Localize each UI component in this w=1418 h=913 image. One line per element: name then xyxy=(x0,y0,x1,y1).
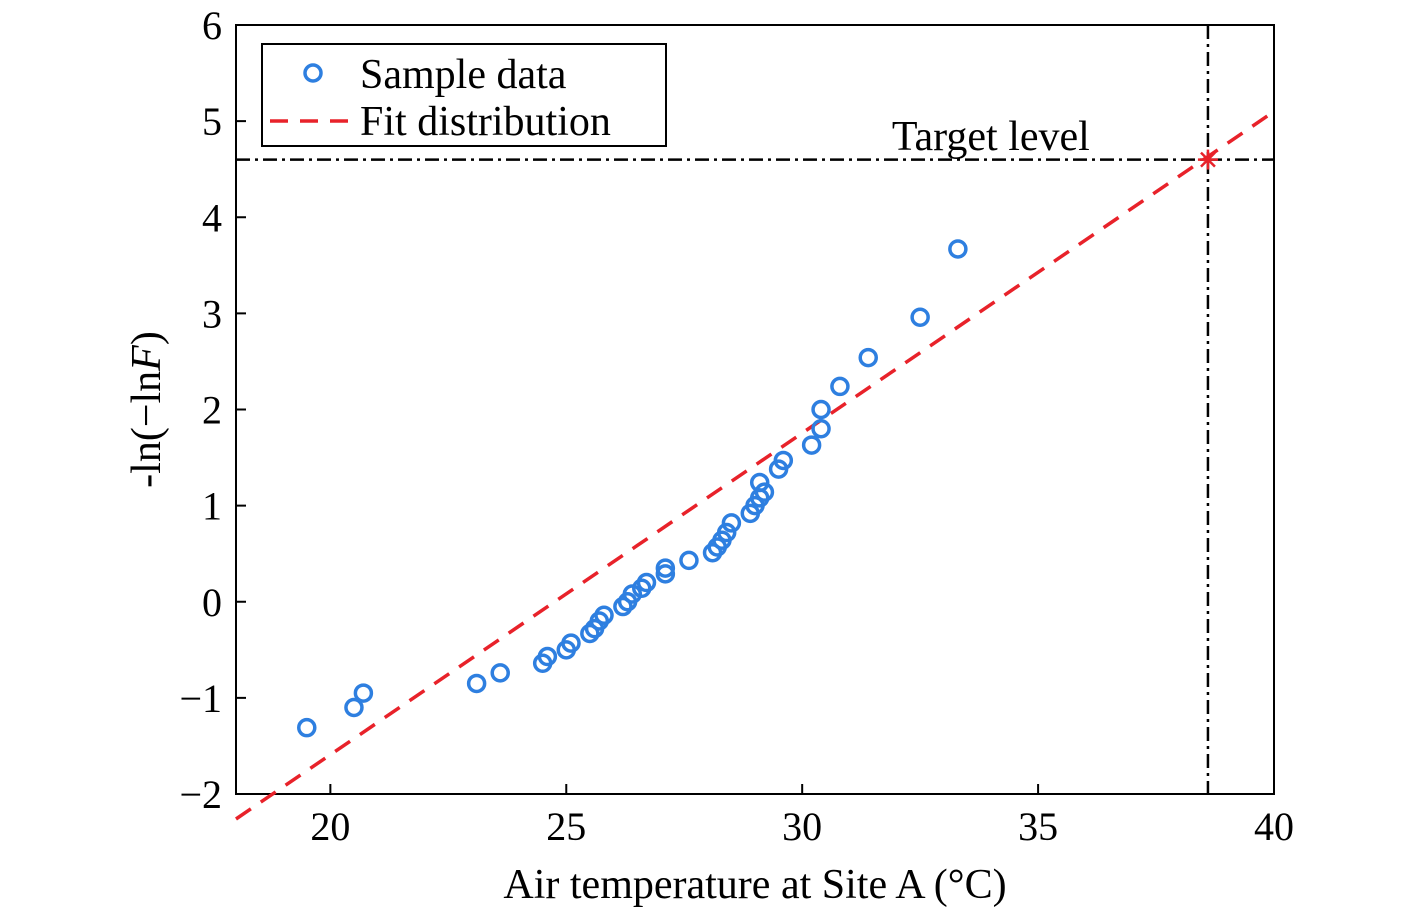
x-tick-label: 20 xyxy=(310,804,350,849)
sample-data-point xyxy=(830,376,850,397)
sample-data-point xyxy=(773,450,794,471)
legend-sample-label: Sample data xyxy=(360,52,567,98)
sample-data-point xyxy=(858,347,878,368)
y-tick-label: −1 xyxy=(179,676,222,721)
sample-data-point xyxy=(721,513,742,533)
y-tick-label: 6 xyxy=(202,3,222,48)
sample-data-point xyxy=(655,564,676,584)
sample-data-point xyxy=(344,697,364,718)
sample-data-point xyxy=(910,307,930,327)
y-axis-label-suffix: ) xyxy=(124,331,170,345)
sample-data-point xyxy=(353,683,374,703)
y-axis-label: -ln(−lnF) xyxy=(124,331,170,488)
x-tick-label: 40 xyxy=(1254,804,1294,849)
sample-data-point xyxy=(613,596,633,617)
sample-data-point xyxy=(811,418,831,439)
y-tick-label: 0 xyxy=(202,580,222,625)
sample-data-point xyxy=(297,717,317,738)
target-marker-stroke xyxy=(1200,151,1216,168)
x-tick-label: 30 xyxy=(782,804,822,849)
sample-data-point xyxy=(655,558,676,578)
target-point-marker xyxy=(1197,149,1218,170)
target-level-annotation: Target level xyxy=(892,114,1090,160)
legend-sample-marker xyxy=(303,63,323,83)
sample-data-point xyxy=(749,472,770,493)
sample-data-point xyxy=(716,522,737,543)
fit-distribution-line xyxy=(235,110,1275,821)
sample-data-point xyxy=(948,239,968,259)
x-axis-label: Air temperature at Site A (°C) xyxy=(503,862,1006,908)
y-tick-label: 1 xyxy=(202,484,222,529)
y-tick-label: 3 xyxy=(202,291,222,336)
y-tick-label: 2 xyxy=(202,388,222,433)
sample-data-point xyxy=(466,673,487,694)
sample-data-point xyxy=(594,605,614,625)
sample-data-point xyxy=(580,623,600,644)
y-tick-label: 5 xyxy=(202,99,222,144)
x-tick-label: 35 xyxy=(1018,804,1058,849)
legend-fit-label: Fit distribution xyxy=(360,99,611,145)
y-tick-label: −2 xyxy=(179,772,222,817)
sample-data-point xyxy=(754,482,775,502)
y-tick-label: 4 xyxy=(202,195,222,240)
y-axis-label-var: F xyxy=(124,345,170,372)
y-axis-label-prefix: -ln(−ln xyxy=(124,371,170,488)
sample-data-point xyxy=(490,663,510,683)
legend-box xyxy=(261,43,667,147)
sample-data-point xyxy=(801,435,822,455)
sample-data-point xyxy=(561,633,581,653)
sample-data-point xyxy=(636,572,657,593)
sample-data-point xyxy=(811,399,831,420)
sample-data-point xyxy=(679,550,699,571)
sample-data-point xyxy=(537,646,558,667)
x-tick-label: 25 xyxy=(546,804,586,849)
